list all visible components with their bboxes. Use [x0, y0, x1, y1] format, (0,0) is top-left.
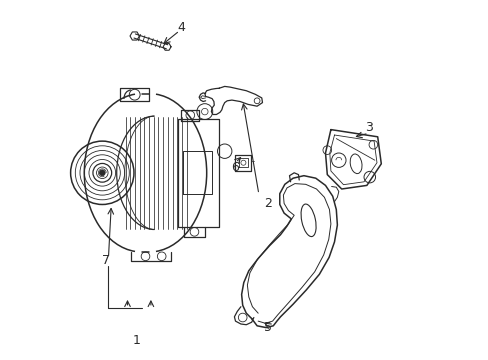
Text: 2: 2: [264, 197, 271, 210]
Text: 4: 4: [177, 21, 185, 33]
Text: 3: 3: [364, 121, 372, 134]
Text: 5: 5: [264, 321, 271, 334]
Circle shape: [99, 170, 105, 176]
Text: 6: 6: [231, 161, 239, 174]
Text: 7: 7: [102, 255, 110, 267]
Text: 1: 1: [132, 334, 140, 347]
